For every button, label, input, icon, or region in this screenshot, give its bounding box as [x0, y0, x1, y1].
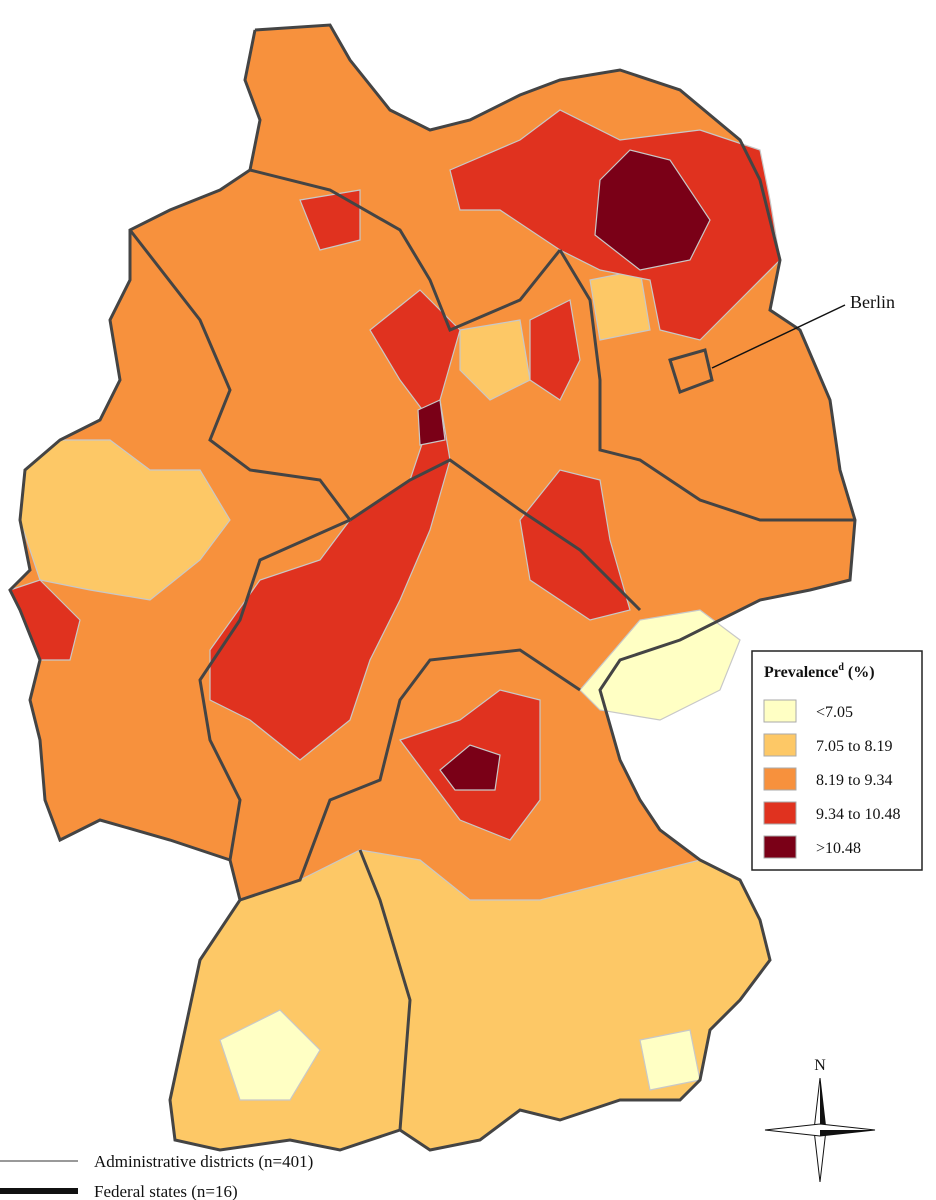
state-border	[358, 849, 412, 1131]
compass-label: N	[814, 1057, 826, 1074]
legend-label: 7.05 to 8.19	[816, 738, 892, 755]
region	[579, 609, 741, 721]
legend-swatch	[763, 733, 797, 757]
legend: Prevalenced (%) <7.05 7.05 to 8.19 8.19 to …	[751, 650, 923, 871]
line-legend-label: Federal states (n=16)	[94, 1182, 238, 1200]
state-border	[239, 648, 581, 902]
legend-title: Prevalenced (%)	[764, 662, 875, 681]
legend-title-sup: d	[838, 662, 844, 673]
state-borders	[128, 168, 855, 1131]
state-border	[668, 348, 714, 394]
region	[299, 189, 361, 251]
region	[417, 399, 446, 446]
compass-fill	[820, 1078, 826, 1130]
region	[639, 1029, 701, 1091]
region	[219, 1009, 321, 1101]
state-border	[128, 229, 352, 521]
compass-fill	[820, 1130, 875, 1136]
state-border	[249, 168, 562, 332]
state-border	[349, 458, 642, 612]
line-legend-label: Administrative districts (n=401)	[94, 1152, 313, 1171]
legend-swatch	[763, 801, 797, 825]
compass: N	[764, 1057, 876, 1183]
legend-box	[751, 650, 923, 871]
legend-label: 9.34 to 10.48	[816, 806, 900, 823]
legend-label: 8.19 to 9.34	[816, 772, 892, 789]
state-border	[198, 518, 351, 861]
country-border	[8, 23, 857, 1152]
region	[589, 269, 651, 341]
region	[459, 319, 531, 401]
legend-items: <7.05 7.05 to 8.19 8.19 to 9.34 9.34 to 10.…	[763, 699, 900, 859]
city-label: Berlin	[850, 292, 895, 312]
region	[594, 149, 711, 271]
legend-title-text: Prevalence	[764, 664, 838, 681]
pointer-line	[711, 304, 846, 369]
legend-swatch	[763, 767, 797, 791]
legend-swatch	[763, 835, 797, 859]
legend-label: <7.05	[816, 704, 853, 721]
legend-swatch	[763, 699, 797, 723]
country	[9, 24, 856, 1151]
state-border	[558, 249, 855, 522]
legend-title-unit: (%)	[848, 664, 875, 681]
region	[529, 299, 581, 401]
legend-label: >10.48	[816, 840, 861, 857]
region	[439, 744, 501, 791]
